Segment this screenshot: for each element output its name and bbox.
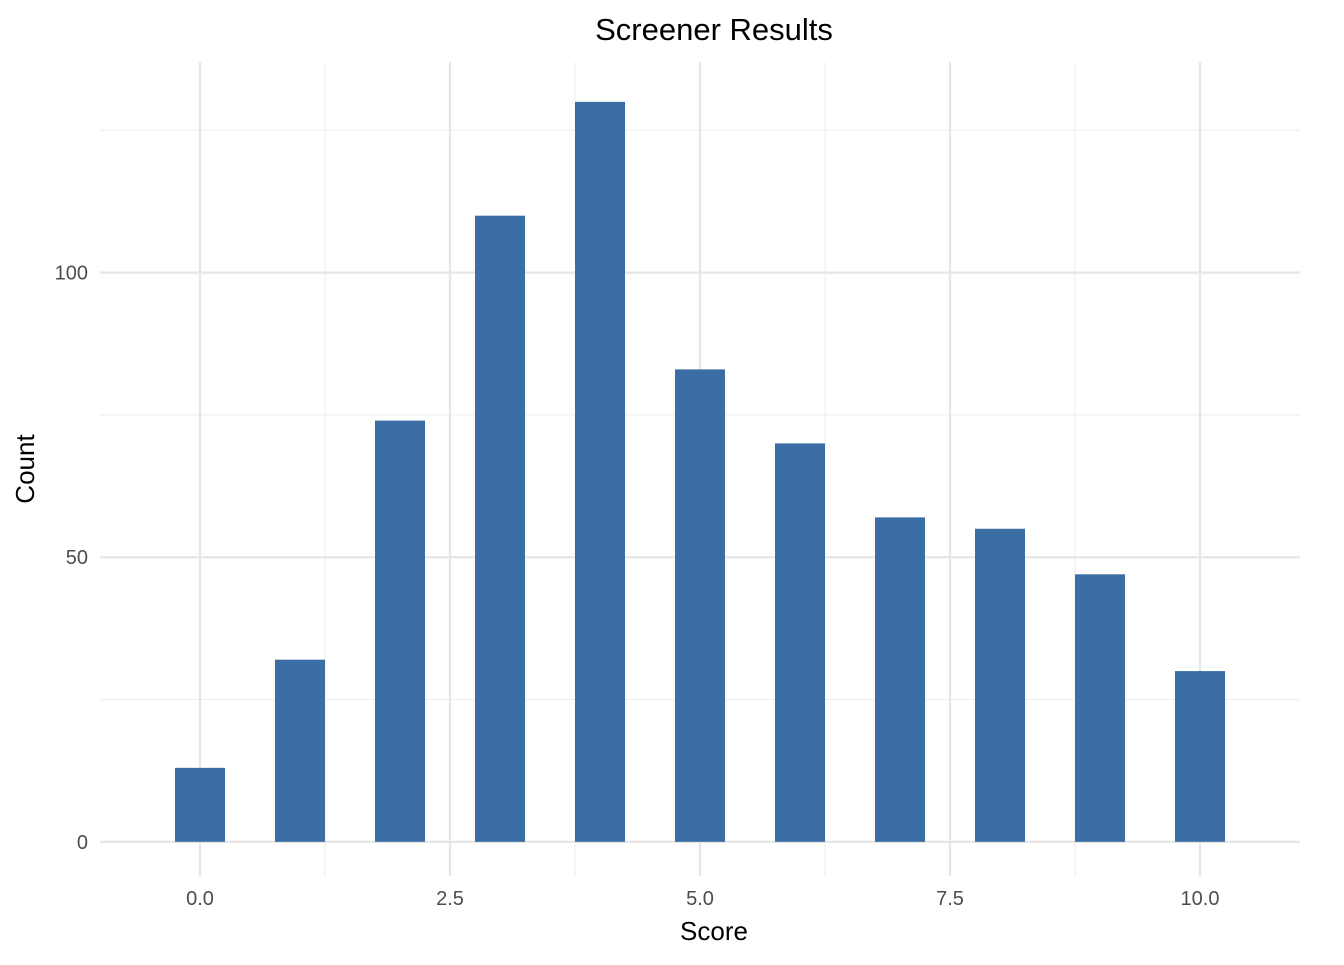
- x-axis-ticks: 0.0 2.5 5.0 7.5 10.0: [186, 888, 1219, 910]
- bars: [175, 101, 1225, 842]
- x-tick-label: 2.5: [436, 888, 464, 910]
- bar-score-10: [1175, 671, 1225, 842]
- y-tick-label: 50: [66, 547, 88, 569]
- bar-score-1: [275, 659, 325, 842]
- chart-title: Screener Results: [595, 12, 833, 47]
- bar-score-9: [1075, 574, 1125, 842]
- bar-score-3: [475, 215, 525, 842]
- y-axis-title: Count: [10, 434, 40, 504]
- x-tick-label: 10.0: [1181, 888, 1220, 910]
- bar-score-2: [375, 420, 425, 842]
- bar-score-8: [975, 528, 1025, 842]
- x-tick-label: 0.0: [186, 888, 214, 910]
- y-axis-ticks: 0 50 100: [55, 263, 88, 854]
- y-tick-label: 100: [55, 263, 88, 285]
- bar-score-6: [775, 443, 825, 842]
- bar-score-4: [575, 101, 625, 842]
- y-tick-label: 0: [77, 832, 88, 854]
- bar-score-5: [675, 369, 725, 842]
- x-tick-label: 7.5: [936, 888, 964, 910]
- bar-score-0: [175, 767, 225, 842]
- x-axis-title: Score: [680, 916, 748, 946]
- x-tick-label: 5.0: [686, 888, 714, 910]
- bar-score-7: [875, 517, 925, 842]
